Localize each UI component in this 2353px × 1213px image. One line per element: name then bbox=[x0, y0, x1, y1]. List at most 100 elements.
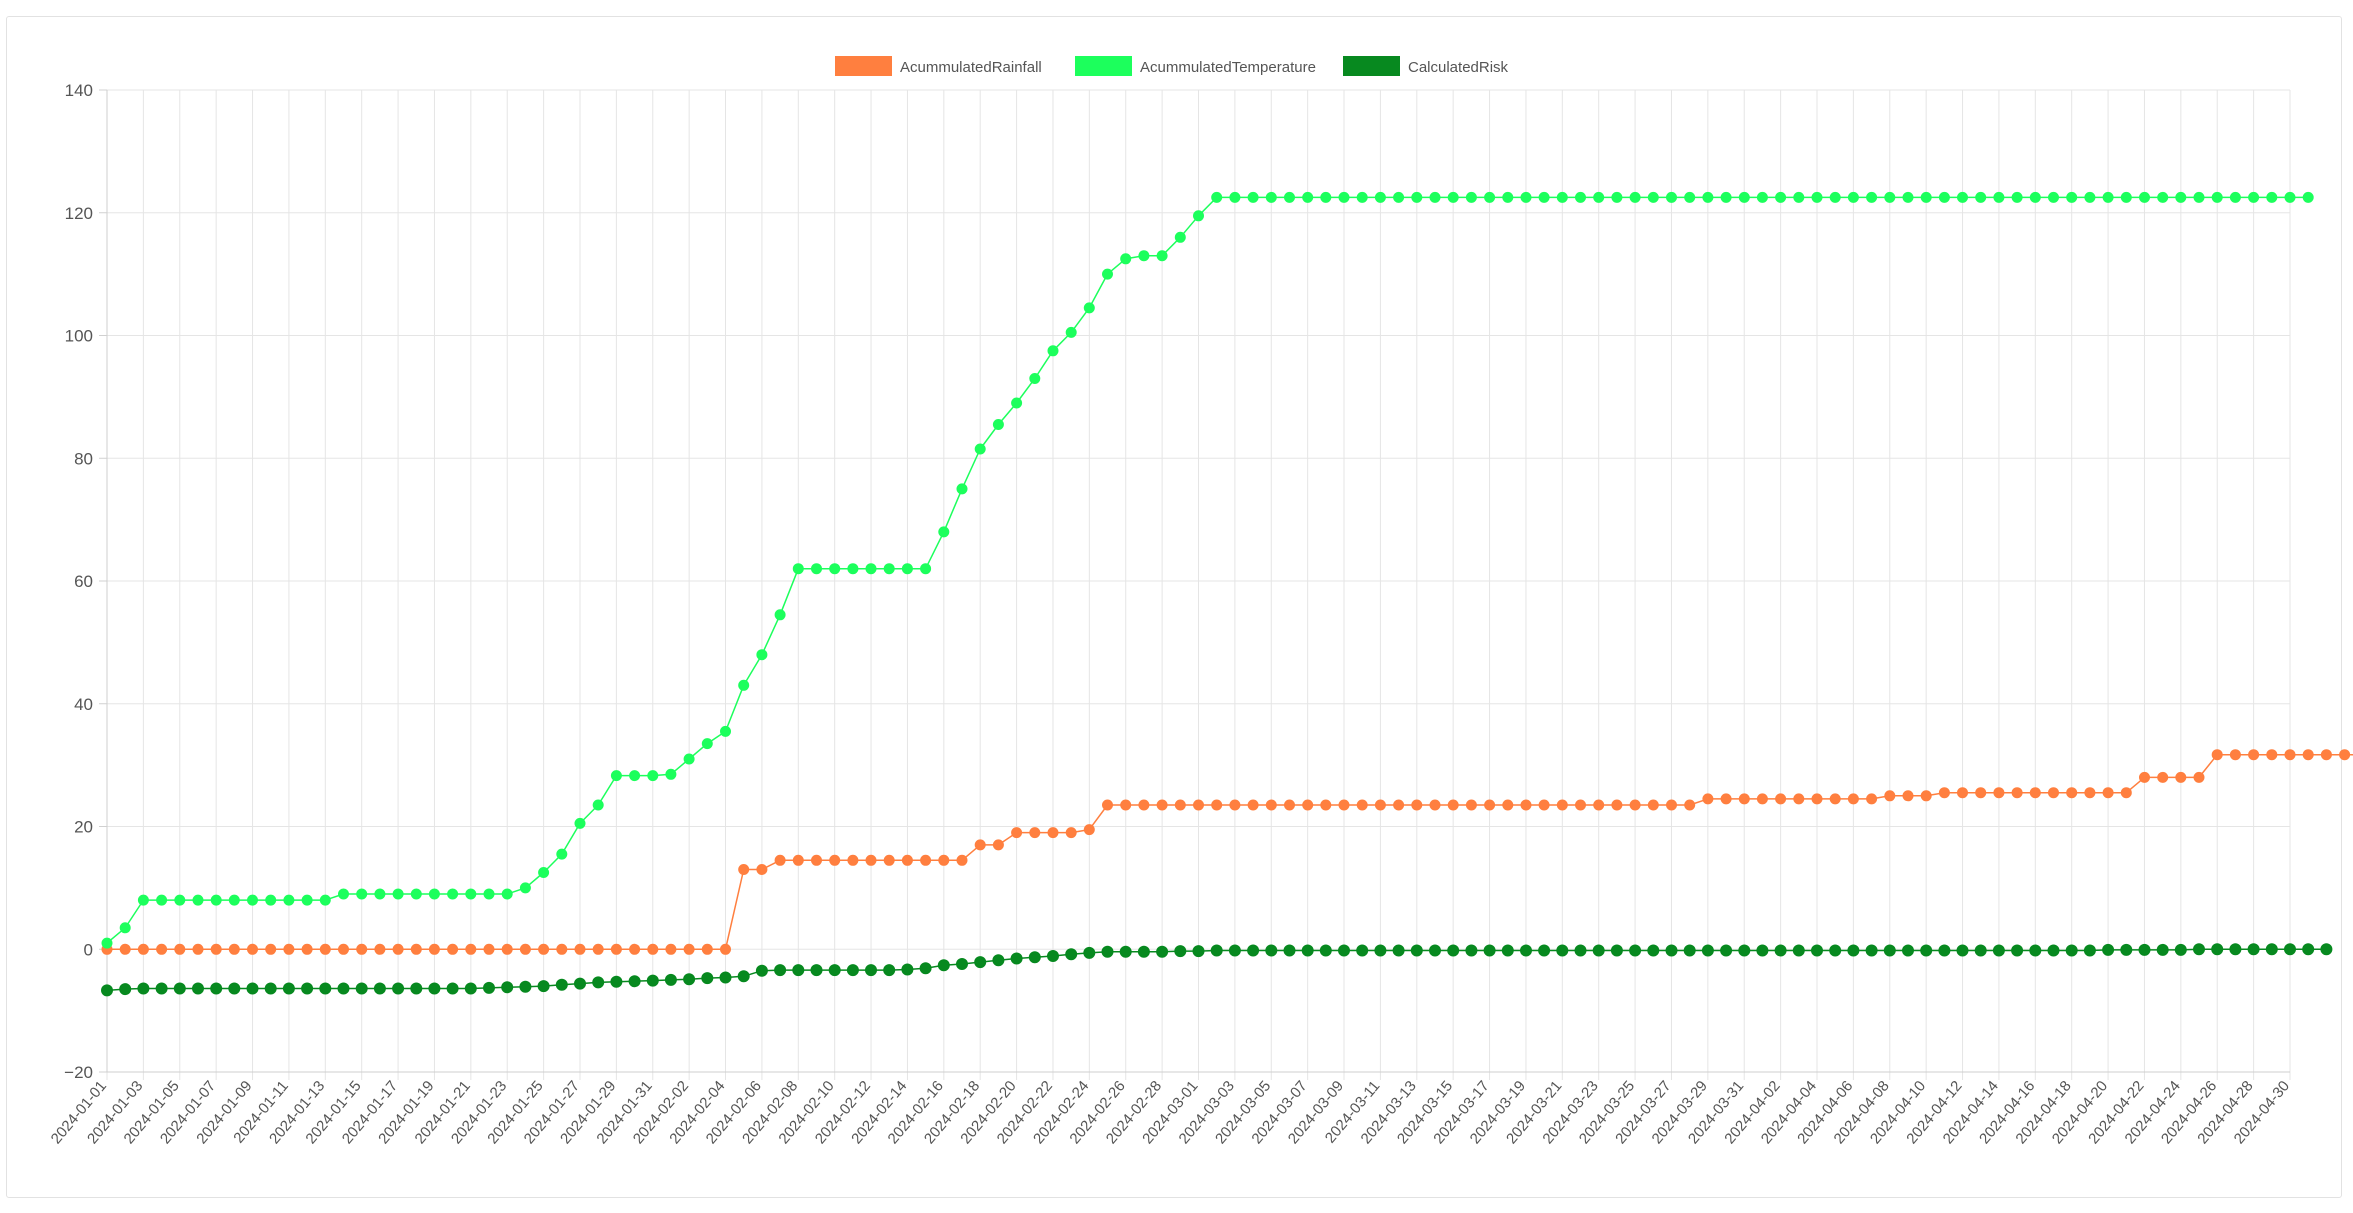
data-point bbox=[392, 888, 404, 900]
data-point bbox=[428, 888, 440, 900]
data-point bbox=[1611, 191, 1623, 203]
legend-label-acummulatedtemperature: AcummulatedTemperature bbox=[1140, 59, 1316, 76]
data-point bbox=[2266, 191, 2278, 203]
data-point bbox=[174, 894, 186, 906]
data-point bbox=[519, 943, 531, 955]
data-point bbox=[2211, 749, 2223, 761]
data-point bbox=[1393, 799, 1405, 811]
legend-label-calculatedrisk: CalculatedRisk bbox=[1408, 59, 1509, 76]
data-point bbox=[1284, 191, 1295, 203]
data-point bbox=[1174, 945, 1187, 958]
data-point bbox=[1938, 787, 1950, 799]
data-point bbox=[1119, 945, 1132, 958]
data-point bbox=[811, 563, 822, 575]
grid-lines bbox=[106, 89, 2291, 1080]
data-point bbox=[355, 982, 368, 995]
data-point bbox=[2011, 191, 2023, 203]
y-tick-label: 100 bbox=[65, 327, 93, 346]
data-point bbox=[664, 973, 677, 986]
data-point bbox=[1047, 950, 1059, 962]
data-point bbox=[1974, 944, 1987, 957]
data-point bbox=[1684, 191, 1696, 203]
y-tick-label: 80 bbox=[74, 449, 93, 468]
data-point bbox=[1520, 799, 1532, 811]
data-point bbox=[1575, 799, 1586, 811]
data-point bbox=[1938, 944, 1951, 957]
data-point bbox=[2157, 771, 2169, 783]
data-point bbox=[1775, 793, 1787, 805]
data-point bbox=[2157, 191, 2169, 203]
data-point bbox=[1120, 799, 1132, 811]
data-point bbox=[1720, 793, 1732, 805]
data-point bbox=[2066, 191, 2078, 203]
data-point bbox=[2229, 943, 2242, 956]
data-point bbox=[1556, 944, 1569, 957]
data-point bbox=[974, 956, 987, 969]
data-point bbox=[410, 943, 422, 955]
data-point bbox=[992, 419, 1004, 430]
series-calculatedrisk bbox=[101, 943, 2333, 997]
data-point bbox=[1520, 944, 1532, 957]
data-point bbox=[1666, 799, 1677, 811]
data-point bbox=[338, 943, 349, 955]
data-point bbox=[2102, 943, 2115, 956]
data-point bbox=[1211, 799, 1223, 811]
data-point bbox=[956, 483, 968, 495]
data-point bbox=[1702, 793, 1714, 805]
data-point bbox=[1447, 944, 1460, 957]
data-point bbox=[701, 943, 713, 955]
legend-swatch-acummulatedrainfall bbox=[835, 56, 892, 76]
data-point bbox=[1047, 345, 1059, 357]
data-point bbox=[265, 943, 277, 955]
data-point bbox=[2229, 191, 2241, 203]
data-point bbox=[829, 563, 841, 575]
data-point bbox=[720, 943, 731, 955]
data-point bbox=[501, 981, 514, 994]
y-tick-label: 40 bbox=[74, 695, 93, 714]
data-point bbox=[1520, 191, 1532, 203]
data-point bbox=[137, 943, 149, 955]
data-point bbox=[319, 943, 331, 955]
data-point bbox=[792, 563, 804, 575]
data-point bbox=[1720, 191, 1732, 203]
data-point bbox=[1975, 787, 1987, 799]
data-point bbox=[2248, 749, 2260, 761]
data-point bbox=[283, 894, 295, 906]
data-point bbox=[901, 563, 913, 575]
data-point bbox=[1629, 191, 1641, 203]
data-point bbox=[1320, 799, 1332, 811]
data-point bbox=[210, 982, 223, 995]
data-point bbox=[1156, 799, 1168, 811]
data-point bbox=[155, 982, 168, 995]
data-point bbox=[1756, 793, 1768, 805]
data-point bbox=[1847, 793, 1859, 805]
data-point bbox=[1247, 944, 1260, 957]
data-point bbox=[410, 888, 422, 900]
data-point bbox=[1101, 945, 1114, 958]
data-point bbox=[883, 964, 896, 977]
data-point bbox=[1410, 944, 1423, 957]
data-point bbox=[1702, 191, 1714, 203]
data-point bbox=[1647, 799, 1659, 811]
data-point bbox=[1884, 191, 1896, 203]
data-point bbox=[574, 817, 586, 829]
data-point bbox=[1647, 191, 1659, 203]
data-point bbox=[1902, 191, 1914, 203]
data-point bbox=[1484, 191, 1496, 203]
data-point bbox=[282, 982, 295, 995]
data-point bbox=[1666, 191, 1677, 203]
series-line-acummulatedrainfall bbox=[107, 753, 2353, 951]
data-point bbox=[1993, 191, 2005, 203]
data-point bbox=[1429, 799, 1441, 811]
data-point bbox=[901, 963, 914, 976]
data-point bbox=[1811, 793, 1823, 805]
data-point bbox=[1847, 191, 1859, 203]
data-point bbox=[465, 888, 477, 900]
data-point bbox=[246, 982, 259, 995]
data-point bbox=[519, 882, 531, 894]
data-point bbox=[1829, 944, 1842, 957]
data-point bbox=[1411, 799, 1423, 811]
data-point bbox=[2084, 787, 2096, 799]
data-point bbox=[1174, 799, 1186, 811]
